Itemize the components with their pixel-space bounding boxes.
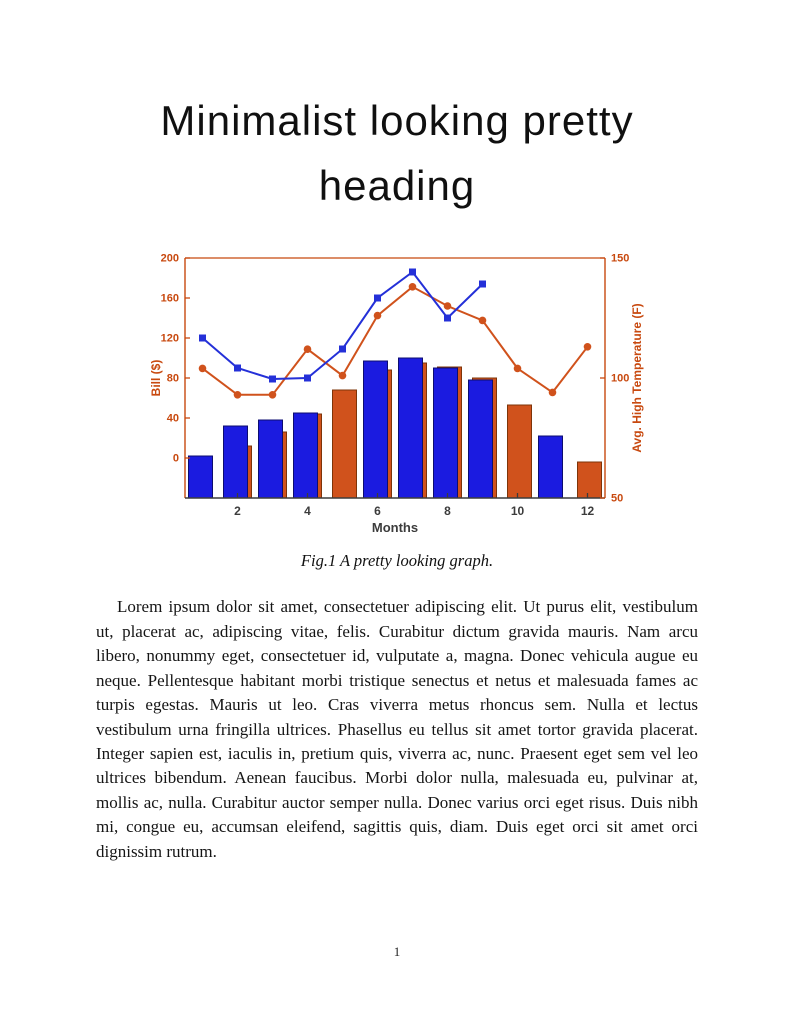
figure-caption: Fig.1 A pretty looking graph.	[300, 551, 494, 571]
svg-text:200: 200	[161, 253, 179, 265]
page-title: Minimalist looking pretty heading	[160, 97, 634, 210]
svg-text:2: 2	[234, 504, 241, 518]
svg-text:4: 4	[304, 504, 311, 518]
body-paragraph: Lorem ipsum dolor sit amet, consectetuer…	[96, 597, 698, 861]
svg-text:10: 10	[511, 504, 525, 518]
svg-text:0: 0	[173, 453, 179, 465]
svg-text:6: 6	[374, 504, 381, 518]
svg-text:8: 8	[444, 504, 451, 518]
svg-text:Months: Months	[372, 520, 418, 535]
svg-text:120: 120	[161, 333, 179, 345]
svg-text:100: 100	[611, 373, 629, 385]
svg-text:80: 80	[167, 373, 179, 385]
svg-text:150: 150	[611, 253, 629, 265]
svg-text:Avg. High Temperature (F): Avg. High Temperature (F)	[630, 304, 644, 453]
svg-text:12: 12	[581, 504, 595, 518]
svg-text:50: 50	[611, 493, 623, 505]
svg-text:40: 40	[167, 413, 179, 425]
svg-text:160: 160	[161, 293, 179, 305]
dual-axis-chart: 0 40 80 120 160 200 50 100 150 2 4 6 8 10 12 Months Bill…	[149, 253, 644, 536]
page-number: 1	[393, 944, 401, 959]
svg-text:Bill ($): Bill ($)	[149, 360, 163, 397]
figure: 0 40 80 120 160 200 50 100 150 2 4 6 8 10 12 Months Bill…	[0, 248, 794, 571]
